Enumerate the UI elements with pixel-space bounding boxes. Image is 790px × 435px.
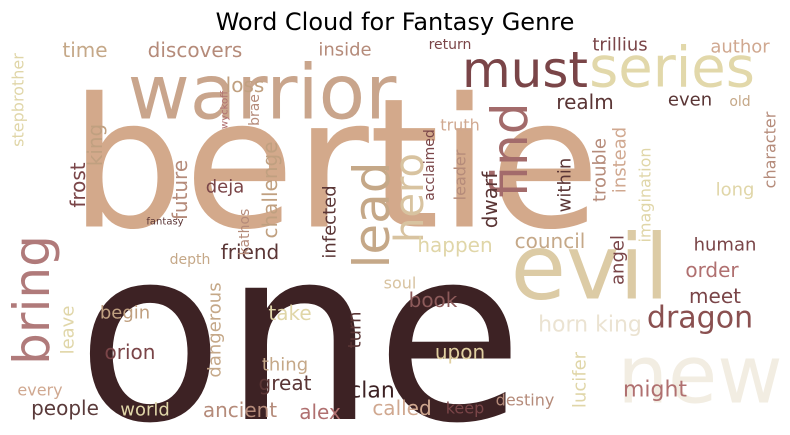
word: trillius [592, 35, 647, 56]
word: leave [58, 306, 79, 355]
word: order [685, 258, 739, 282]
word: kathos [237, 209, 253, 256]
word: lead [343, 161, 401, 268]
word: truth [440, 116, 479, 135]
word: must [462, 41, 588, 99]
word: character [761, 111, 780, 188]
word: called [372, 396, 431, 420]
word: book [409, 288, 458, 312]
word: bertie [70, 61, 600, 270]
word: trouble [590, 138, 611, 202]
word: upon [435, 340, 485, 364]
word: even [668, 90, 712, 111]
word: warrior [128, 48, 398, 137]
word: happen [417, 233, 492, 257]
word: alex [299, 400, 341, 424]
chart-title: Word Cloud for Fantasy Genre [216, 8, 575, 36]
word: destiny [496, 391, 555, 410]
word: king [83, 124, 107, 167]
word: loss [226, 73, 265, 97]
word: deja [206, 177, 245, 198]
word: acclaimed [422, 129, 438, 200]
word: time [62, 38, 107, 62]
word: clan [349, 379, 395, 404]
word: great [259, 371, 312, 395]
word: world [120, 400, 170, 421]
word: meet [689, 284, 741, 308]
word: new [617, 329, 782, 422]
word: horn king [538, 313, 642, 338]
word: orion [105, 340, 156, 364]
word: council [515, 229, 586, 253]
word: soul [384, 274, 417, 293]
word: friend [221, 240, 280, 264]
word: dwarf [478, 171, 502, 229]
word: wyckoff [220, 90, 231, 129]
word: angel [608, 235, 629, 285]
word: one [77, 196, 524, 435]
word: discovers [148, 38, 243, 62]
word: turn [345, 312, 366, 349]
word: instead [610, 127, 631, 193]
word: frost [66, 162, 90, 207]
word: old [729, 94, 750, 110]
word: evil [511, 216, 670, 321]
word: brae [247, 94, 263, 126]
word: imagination [636, 147, 655, 242]
word: challenge [258, 141, 282, 238]
word: take [268, 301, 311, 325]
word: within [555, 158, 576, 213]
word: human [694, 235, 757, 256]
word: dangerous [205, 282, 226, 377]
word: series [589, 36, 755, 101]
word: inside [318, 40, 371, 61]
word: begin [100, 303, 150, 324]
word: stepbrother [9, 53, 28, 147]
word: leader [451, 149, 470, 200]
word: might [623, 378, 687, 403]
word: return [429, 37, 472, 53]
word: people [31, 396, 99, 420]
word: ancient [203, 398, 277, 422]
word: dragon [647, 301, 753, 336]
word: thing [262, 355, 308, 376]
word: depth [170, 252, 211, 268]
word: fantasy [146, 217, 183, 228]
word: keep [446, 399, 485, 418]
word: lucifer [570, 351, 591, 408]
word: author [710, 37, 770, 58]
word: bring [3, 235, 61, 365]
word: every [17, 381, 62, 400]
word: realm [556, 90, 613, 114]
word: infected [320, 185, 341, 258]
word: future [168, 160, 192, 220]
word: hero [387, 153, 433, 243]
word: long [716, 180, 755, 201]
word: find [481, 103, 539, 198]
